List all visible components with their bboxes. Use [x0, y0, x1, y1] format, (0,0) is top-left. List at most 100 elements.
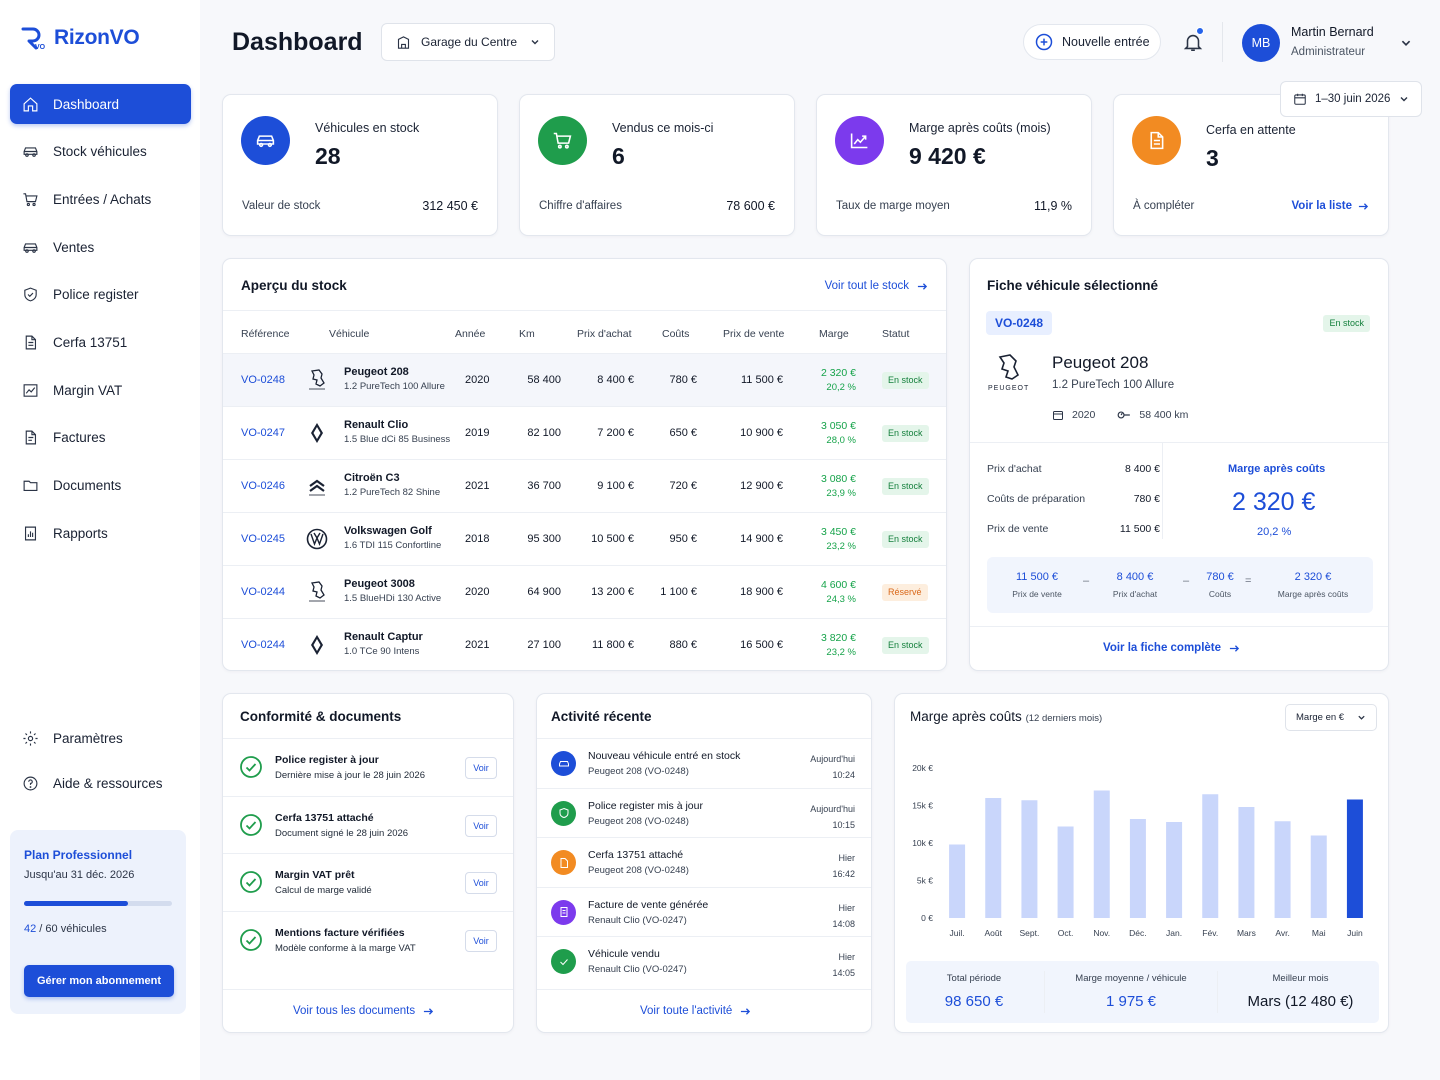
- see-all-stock-link[interactable]: Voir tout le stock: [825, 280, 928, 292]
- divider: [1217, 971, 1218, 1013]
- sidebar-item-dashboard[interactable]: Dashboard: [10, 84, 191, 124]
- kpi-sub-value: 312 450 €: [422, 199, 478, 213]
- sidebar-item-entrees[interactable]: Entrées / Achats: [10, 179, 191, 219]
- costs-cell: 950 €: [669, 533, 697, 545]
- bell-icon: [1183, 34, 1203, 52]
- vehicle-year: 2020: [1072, 409, 1096, 421]
- activity-item[interactable]: Véhicule vendu Renault Clio (VO-0247) Hier…: [537, 936, 871, 986]
- x-tick-label: Mai: [1312, 928, 1326, 938]
- y-tick-label: 5k €: [917, 876, 933, 886]
- vehicle-reference[interactable]: VO-0246: [241, 480, 286, 492]
- chart-bar[interactable]: [1202, 794, 1219, 918]
- date-range-picker[interactable]: 1–30 juin 2026: [1280, 81, 1422, 117]
- margin-cell: 3 050 € 28,0 %: [821, 420, 856, 446]
- cost-label: Prix d'achat: [987, 463, 1042, 475]
- vehicle-reference[interactable]: VO-0244: [241, 639, 286, 651]
- sidebar-item-parametres[interactable]: Paramètres: [10, 718, 191, 758]
- margin-formula: 11 500 € Prix de vente – 8 400 € Prix d'ac…: [987, 557, 1373, 613]
- see-all-documents-link[interactable]: Voir tous les documents: [293, 1005, 434, 1017]
- sidebar-item-police-register[interactable]: Police register: [10, 275, 191, 315]
- vehicle-trim: 1.2 PureTech 100 Allure: [1052, 379, 1175, 391]
- x-tick-label: Sept.: [1019, 928, 1039, 938]
- activity-item[interactable]: Police register mis à jour Peugeot 208 (V…: [537, 787, 871, 838]
- margin-cell: 3 080 € 23,9 %: [821, 473, 856, 499]
- formula-value: 11 500 €: [1015, 571, 1058, 583]
- vehicle-reference[interactable]: VO-0247: [241, 427, 286, 439]
- vehicle-reference[interactable]: VO-0248: [241, 374, 286, 386]
- see-list-link[interactable]: Voir la liste: [1291, 200, 1369, 212]
- kpi-card-cerfa[interactable]: Cerfa en attente 3 À compléter Voir la l…: [1113, 94, 1389, 236]
- sidebar-item-cerfa[interactable]: Cerfa 13751: [10, 322, 191, 362]
- chart-bar[interactable]: [1093, 790, 1110, 919]
- kpi-sub-label: À compléter: [1133, 200, 1195, 212]
- new-entry-button[interactable]: Nouvelle entrée: [1023, 24, 1161, 60]
- status-badge: En stock: [882, 425, 929, 442]
- table-row[interactable]: VO-0248 Peugeot 208 1.2 PureTech 100 Allur…: [223, 353, 946, 406]
- invoice-icon: [551, 899, 576, 925]
- user-name[interactable]: Martin Bernard: [1291, 25, 1374, 39]
- chart-bar[interactable]: [1274, 821, 1291, 918]
- view-button[interactable]: Voir: [465, 929, 497, 952]
- margin-percent: 24,3 %: [826, 594, 856, 605]
- sidebar-item-rapports[interactable]: Rapports: [10, 513, 191, 553]
- sidebar-item-stock[interactable]: Stock véhicules: [10, 132, 191, 172]
- view-button[interactable]: Voir: [465, 757, 497, 779]
- activity-item[interactable]: Nouveau véhicule entré en stock Peugeot 2…: [537, 738, 871, 788]
- arrow-right-icon: [1229, 644, 1240, 652]
- sidebar-item-ventes[interactable]: Ventes: [10, 227, 191, 267]
- sidebar-item-margin-vat[interactable]: Margin VAT: [10, 370, 191, 410]
- summary-value: Mars (12 480 €): [1247, 993, 1354, 1010]
- chart-bar[interactable]: [1057, 826, 1074, 919]
- table-row[interactable]: VO-0244 Peugeot 3008 1.5 BlueHDi 130 Activ…: [223, 565, 946, 618]
- table-row[interactable]: VO-0247 Renault Clio 1.5 Blue dCi 85 Busin…: [223, 406, 946, 459]
- kpi-label: Cerfa en attente: [1206, 123, 1296, 137]
- notifications-button[interactable]: [1182, 27, 1204, 54]
- table-row[interactable]: VO-0244 Renault Captur 1.0 TCe 90 Intens 20…: [223, 618, 946, 671]
- activity-item[interactable]: Cerfa 13751 attaché Peugeot 208 (VO-0248)…: [537, 837, 871, 887]
- kpi-card-sold[interactable]: Vendus ce mois-ci 6 Chiffre d'affaires 7…: [519, 94, 795, 236]
- arrow-right-icon: [741, 1007, 751, 1015]
- sidebar-item-factures[interactable]: Factures: [10, 418, 191, 458]
- chevron-down-icon[interactable]: [1400, 37, 1412, 49]
- sidebar-item-aide[interactable]: Aide & ressources: [10, 763, 191, 803]
- table-row[interactable]: VO-0246 Citroën C3 1.2 PureTech 82 Shine 20…: [223, 459, 946, 512]
- full-sheet-link[interactable]: Voir la fiche complète: [1103, 642, 1240, 654]
- activity-hour: 14:05: [832, 968, 855, 978]
- logo[interactable]: VO RizonVO: [20, 26, 140, 50]
- year-cell: 2020: [465, 586, 490, 598]
- kpi-icon-badge: [1132, 116, 1181, 165]
- chevron-down-icon: [1400, 97, 1408, 102]
- chart-metric-select[interactable]: Marge en €: [1285, 704, 1377, 731]
- column-header: Coûts: [662, 328, 690, 340]
- activity-hour: 10:15: [832, 819, 855, 830]
- view-button[interactable]: Voir: [465, 872, 497, 894]
- kpi-card-margin[interactable]: Marge après coûts (mois) 9 420 € Taux de…: [816, 94, 1092, 236]
- see-all-activity-link[interactable]: Voir toute l'activité: [640, 1005, 751, 1017]
- sidebar-item-documents[interactable]: Documents: [10, 466, 191, 506]
- chart-bar[interactable]: [1021, 800, 1038, 918]
- formula-operator: –: [1183, 575, 1190, 587]
- chart-bar[interactable]: [985, 798, 1002, 918]
- manage-subscription-button[interactable]: Gérer mon abonnement: [24, 965, 174, 997]
- plan-title: Plan Professionnel: [24, 848, 133, 862]
- kpi-card-stock[interactable]: Véhicules en stock 28 Valeur de stock 31…: [222, 94, 498, 236]
- chart-bar[interactable]: [1129, 819, 1146, 918]
- sale-price-cell: 18 900 €: [740, 586, 783, 598]
- chart-bar[interactable]: [1166, 822, 1183, 918]
- activity-title: Cerfa 13751 attaché: [588, 849, 684, 861]
- view-button[interactable]: Voir: [465, 814, 497, 837]
- table-row[interactable]: VO-0245 Volkswagen Golf 1.6 TDI 115 Confor…: [223, 512, 946, 565]
- activity-title: Nouveau véhicule entré en stock: [588, 750, 741, 762]
- vehicle-reference[interactable]: VO-0245: [241, 533, 286, 545]
- chart-bar[interactable]: [1346, 799, 1363, 919]
- garage-name: Garage du Centre: [421, 35, 518, 49]
- avatar[interactable]: MB: [1242, 24, 1280, 62]
- column-header: Prix de vente: [723, 328, 785, 340]
- garage-select[interactable]: Garage du Centre: [381, 23, 555, 61]
- chart-bar[interactable]: [949, 844, 966, 919]
- column-header: Marge: [819, 328, 849, 340]
- chart-bar[interactable]: [1310, 835, 1327, 919]
- vehicle-reference[interactable]: VO-0244: [241, 586, 286, 598]
- activity-item[interactable]: Facture de vente générée Renault Clio (VO…: [537, 886, 871, 937]
- chart-bar[interactable]: [1238, 807, 1255, 918]
